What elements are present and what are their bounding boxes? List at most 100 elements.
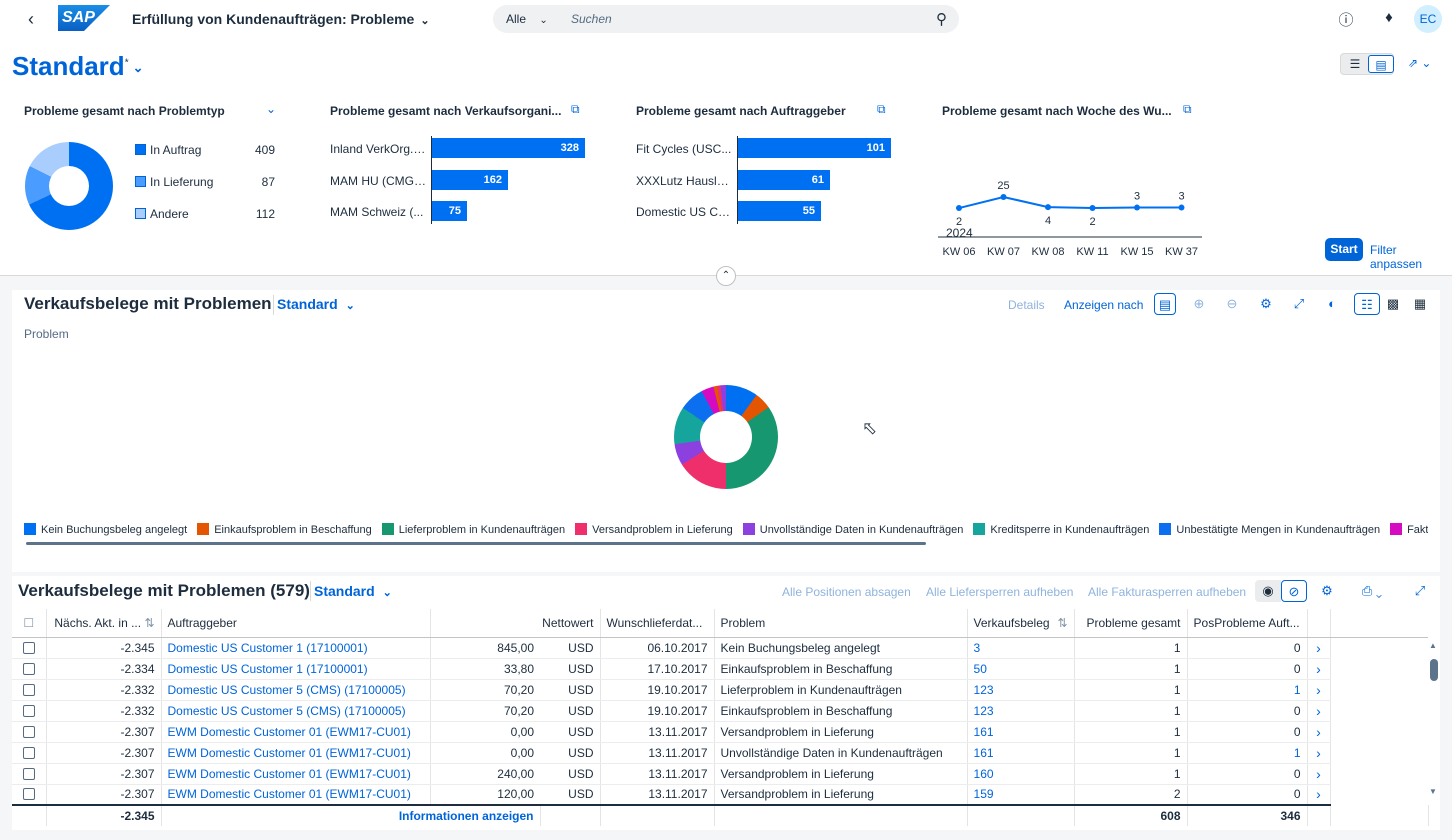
table-fullscreen-icon[interactable]: ⤢ (1414, 583, 1426, 598)
row-navigation-icon[interactable]: › (1307, 721, 1331, 743)
details-button[interactable]: Details (1008, 298, 1045, 312)
table-row[interactable]: -2.345 Domestic US Customer 1 (17100001) 8… (12, 637, 1428, 659)
show-information-link[interactable]: Informationen anzeigen (161, 804, 541, 826)
checkbox[interactable] (22, 641, 35, 654)
value-help-icon[interactable]: ⧉ (571, 102, 580, 116)
legend-item[interactable]: Lieferproblem in Kundenaufträgen (381, 523, 565, 536)
chart-type-icon[interactable]: ◐ (1328, 296, 1336, 311)
remove-billing-blocks-button[interactable]: Alle Fakturasperren aufheben (1088, 585, 1247, 599)
sales-document-link[interactable]: 161 (967, 742, 1075, 764)
row-navigation-icon[interactable]: › (1307, 679, 1331, 701)
bar[interactable]: 328 (432, 138, 585, 158)
sales-document-link[interactable]: 3 (967, 637, 1075, 659)
row-navigation-icon[interactable]: › (1307, 700, 1331, 722)
customer-link[interactable]: Domestic US Customer 1 (17100001) (161, 658, 431, 680)
value-help-icon[interactable]: ⧉ (877, 102, 886, 116)
chart-view-icon[interactable]: ▩ (1386, 296, 1400, 311)
table-settings-gear-icon[interactable]: ⚙ (1321, 583, 1333, 598)
customer-link[interactable]: Domestic US Customer 1 (17100001) (161, 637, 431, 659)
hide-details-icon[interactable]: ⊘ (1281, 580, 1307, 602)
table-row[interactable]: -2.307 EWM Domestic Customer 01 (EWM17-CU… (12, 721, 1428, 743)
column-header-net-value[interactable]: Nettowert (430, 609, 601, 638)
row-checkbox[interactable] (12, 721, 47, 743)
legend-item[interactable]: Unvollständige Daten in Kundenaufträgen (742, 523, 963, 536)
fullscreen-icon[interactable]: ⤢ (1293, 296, 1305, 311)
legend-scrollbar[interactable] (26, 542, 926, 545)
legend-item[interactable]: In Auftrag 409 (135, 143, 275, 157)
adapt-filter-link[interactable]: Filter anpassen (1370, 243, 1423, 271)
sales-document-link[interactable]: 50 (967, 658, 1075, 680)
customer-link[interactable]: Domestic US Customer 5 (CMS) (17100005) (161, 700, 431, 722)
sales-document-link[interactable]: 123 (967, 679, 1075, 701)
row-checkbox[interactable] (12, 679, 47, 701)
sales-document-link[interactable]: 159 (967, 784, 1075, 806)
bar[interactable]: 101 (738, 138, 891, 158)
checkbox[interactable] (22, 662, 35, 675)
legend-item[interactable]: Versandproblem in Lieferung (575, 523, 733, 536)
table-row[interactable]: -2.332 Domestic US Customer 5 (CMS) (1710… (12, 679, 1428, 701)
zoom-in-icon[interactable]: ⊕ (1193, 296, 1205, 311)
customer-link[interactable]: EWM Domestic Customer 01 (EWM17-CU01) (161, 784, 431, 806)
variant-management[interactable]: Standard* ⌄ (12, 51, 144, 81)
sap-logo[interactable]: SAP (58, 5, 110, 31)
start-button[interactable]: Start (1325, 238, 1363, 261)
row-navigation-icon[interactable]: › (1307, 784, 1331, 806)
checkbox[interactable] (22, 725, 35, 738)
select-all-checkbox[interactable]: ☐ (12, 609, 47, 638)
row-checkbox[interactable] (12, 658, 47, 680)
cell-item-problems[interactable]: 1 (1187, 742, 1308, 764)
remove-delivery-blocks-button[interactable]: Alle Liefersperren aufheben (926, 585, 1074, 599)
column-header-sales-document[interactable]: Verkaufsbeleg ⇅ (967, 609, 1075, 638)
checkbox[interactable] (22, 767, 35, 780)
problem-type-donut[interactable] (25, 142, 113, 230)
row-navigation-icon[interactable]: › (1307, 742, 1331, 764)
column-header-requested-date[interactable]: Wunschlieferdat... (600, 609, 715, 638)
table-row[interactable]: -2.307 EWM Domestic Customer 01 (EWM17-CU… (12, 763, 1428, 785)
chart-variant-select[interactable]: Standard ⌄ (277, 296, 355, 312)
customer-link[interactable]: Domestic US Customer 5 (CMS) (17100005) (161, 679, 431, 701)
search-icon[interactable]: ⚲ (936, 11, 947, 28)
legend-item[interactable]: Einkaufsproblem in Beschaffung (197, 523, 372, 536)
legend-toggle-icon[interactable]: ▤ (1154, 293, 1176, 315)
search-input[interactable]: Suchen (571, 12, 612, 26)
customer-link[interactable]: EWM Domestic Customer 01 (EWM17-CU01) (161, 742, 431, 764)
export-icon[interactable]: ⎙ ⌄ (1361, 583, 1383, 598)
customer-link[interactable]: EWM Domestic Customer 01 (EWM17-CU01) (161, 763, 431, 785)
sales-document-link[interactable]: 160 (967, 763, 1075, 785)
cell-item-problems[interactable]: 1 (1187, 679, 1308, 701)
week-line-chart[interactable]: 2 KW 06 25 KW 07 4 KW 08 2 KW 11 3 KW 15 3 KW 37 (938, 134, 1208, 264)
legend-item[interactable]: Unbestätigte Mengen in Kundenaufträgen (1159, 523, 1380, 536)
row-checkbox[interactable] (12, 742, 47, 764)
bar[interactable]: 75 (432, 201, 467, 221)
cancel-all-items-button[interactable]: Alle Positionen absagen (782, 585, 911, 599)
collapse-header-icon[interactable]: ⌃ (716, 266, 736, 286)
table-view-icon[interactable]: ▦ (1413, 296, 1427, 311)
checkbox[interactable] (22, 788, 35, 801)
chart-table-view-icon[interactable]: ☷ (1354, 293, 1380, 315)
chevron-down-icon[interactable]: ⌄ (266, 102, 277, 116)
notification-bell-icon[interactable]: ♦ (1385, 9, 1393, 26)
show-by-button[interactable]: Anzeigen nach (1064, 298, 1144, 312)
row-checkbox[interactable] (12, 784, 47, 806)
legend-item[interactable]: Fakturierungsproblem in Lieferun (1390, 523, 1428, 536)
checkbox[interactable] (22, 746, 35, 759)
column-header-item-problems[interactable]: PosProbleme Auft... (1187, 609, 1308, 638)
help-icon[interactable]: ⓘ (1338, 12, 1354, 29)
row-checkbox[interactable] (12, 763, 47, 785)
table-row[interactable]: -2.332 Domestic US Customer 5 (CMS) (1710… (12, 700, 1428, 722)
compact-filter-icon[interactable]: ☰ (1349, 57, 1361, 71)
legend-item[interactable]: Kein Buchungsbeleg angelegt (24, 523, 187, 536)
table-row[interactable]: -2.307 EWM Domestic Customer 01 (EWM17-CU… (12, 742, 1428, 764)
search-scope-select[interactable]: Alle ⌄ (506, 12, 548, 26)
back-icon[interactable]: ‹ (28, 9, 34, 29)
share-icon[interactable]: ⇗ ⌄ (1408, 56, 1432, 70)
row-navigation-icon[interactable]: › (1307, 763, 1331, 785)
sales-document-link[interactable]: 161 (967, 721, 1075, 743)
row-navigation-icon[interactable]: › (1307, 658, 1331, 680)
value-help-icon[interactable]: ⧉ (1183, 102, 1192, 116)
column-header-problem[interactable]: Problem (714, 609, 968, 638)
customer-link[interactable]: EWM Domestic Customer 01 (EWM17-CU01) (161, 721, 431, 743)
column-header-next-action[interactable]: Nächs. Akt. in ... ⇅ (46, 609, 162, 638)
checkbox[interactable] (22, 704, 35, 717)
column-header-total-problems[interactable]: Probleme gesamt (1074, 609, 1188, 638)
